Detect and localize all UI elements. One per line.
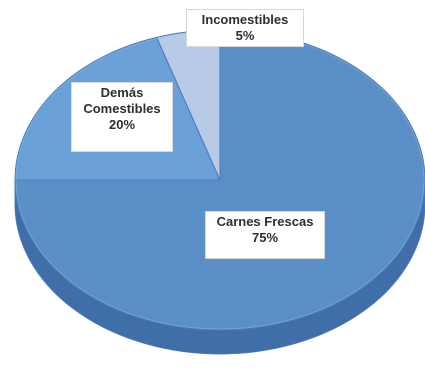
pie-top-group xyxy=(14,29,425,331)
carnes-frescas-data-label: Carnes Frescas 75% xyxy=(205,211,325,259)
demas-comestibles-data-label: Demás Comestibles 20% xyxy=(71,82,173,152)
demas-label-value: 20% xyxy=(108,117,136,132)
carnes-label-value: 75% xyxy=(251,230,279,245)
incomestibles-label-value: 5% xyxy=(235,28,255,43)
incomestibles-label-name: Incomestibles xyxy=(201,12,289,27)
demas-label-line-1: Demás xyxy=(100,85,144,100)
demas-label-line-2: Comestibles xyxy=(83,101,161,116)
carnes-label-name: Carnes Frescas xyxy=(216,214,314,229)
incomestibles-data-label: Incomestibles 5% xyxy=(186,9,304,47)
